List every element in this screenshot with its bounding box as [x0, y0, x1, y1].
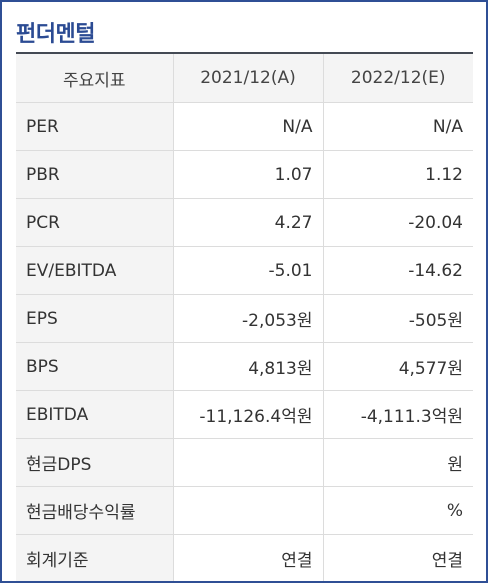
cell-2021: 1.07 [173, 150, 324, 199]
cell-2021: 4,813원 [173, 342, 324, 391]
cell-2021: N/A [173, 102, 324, 151]
cell-2022: -14.62 [323, 246, 473, 295]
row-label: 회계기준 [16, 534, 174, 581]
table-row: EBITDA -11,126.4억원 -4,111.3억원 [16, 390, 473, 439]
cell-2022: 1.12 [323, 150, 473, 199]
row-label: BPS [16, 342, 174, 391]
row-label: 현금DPS [16, 438, 174, 487]
table-row: PCR 4.27 -20.04 [16, 198, 473, 247]
cell-2022: -505원 [323, 294, 473, 343]
cell-2021: -11,126.4억원 [173, 390, 324, 439]
fundamentals-table: 주요지표 2021/12(A) 2022/12(E) PER N/A N/A P… [16, 52, 473, 581]
row-label: EBITDA [16, 390, 174, 439]
table-header-row: 주요지표 2021/12(A) 2022/12(E) [16, 53, 473, 103]
cell-2022: N/A [323, 102, 473, 151]
cell-2021: 연결 [173, 534, 324, 581]
header-2021: 2021/12(A) [173, 53, 324, 103]
cell-2022: 연결 [323, 534, 473, 581]
row-label: PBR [16, 150, 174, 199]
cell-2022: -4,111.3억원 [323, 390, 473, 439]
cell-2021: 4.27 [173, 198, 324, 247]
table-row: BPS 4,813원 4,577원 [16, 342, 473, 391]
cell-2021 [173, 486, 324, 535]
table-row: 현금배당수익률 % [16, 486, 473, 535]
cell-2022: % [323, 486, 473, 535]
cell-2021: -5.01 [173, 246, 324, 295]
table-row: EV/EBITDA -5.01 -14.62 [16, 246, 473, 295]
row-label: PER [16, 102, 174, 151]
row-label: EPS [16, 294, 174, 343]
table-row: PER N/A N/A [16, 102, 473, 151]
cell-2021: -2,053원 [173, 294, 324, 343]
row-label: EV/EBITDA [16, 246, 174, 295]
table-row: EPS -2,053원 -505원 [16, 294, 473, 343]
panel-title: 펀더멘털 [16, 22, 95, 47]
row-label: 현금배당수익률 [16, 486, 174, 535]
header-indicator: 주요지표 [16, 53, 174, 103]
table-row: PBR 1.07 1.12 [16, 150, 473, 199]
table-row: 회계기준 연결 연결 [16, 534, 473, 581]
cell-2022: 원 [323, 438, 473, 487]
row-label: PCR [16, 198, 174, 247]
cell-2022: -20.04 [323, 198, 473, 247]
table-row: 현금DPS 원 [16, 438, 473, 487]
header-2022: 2022/12(E) [323, 53, 473, 103]
cell-2021 [173, 438, 324, 487]
cell-2022: 4,577원 [323, 342, 473, 391]
